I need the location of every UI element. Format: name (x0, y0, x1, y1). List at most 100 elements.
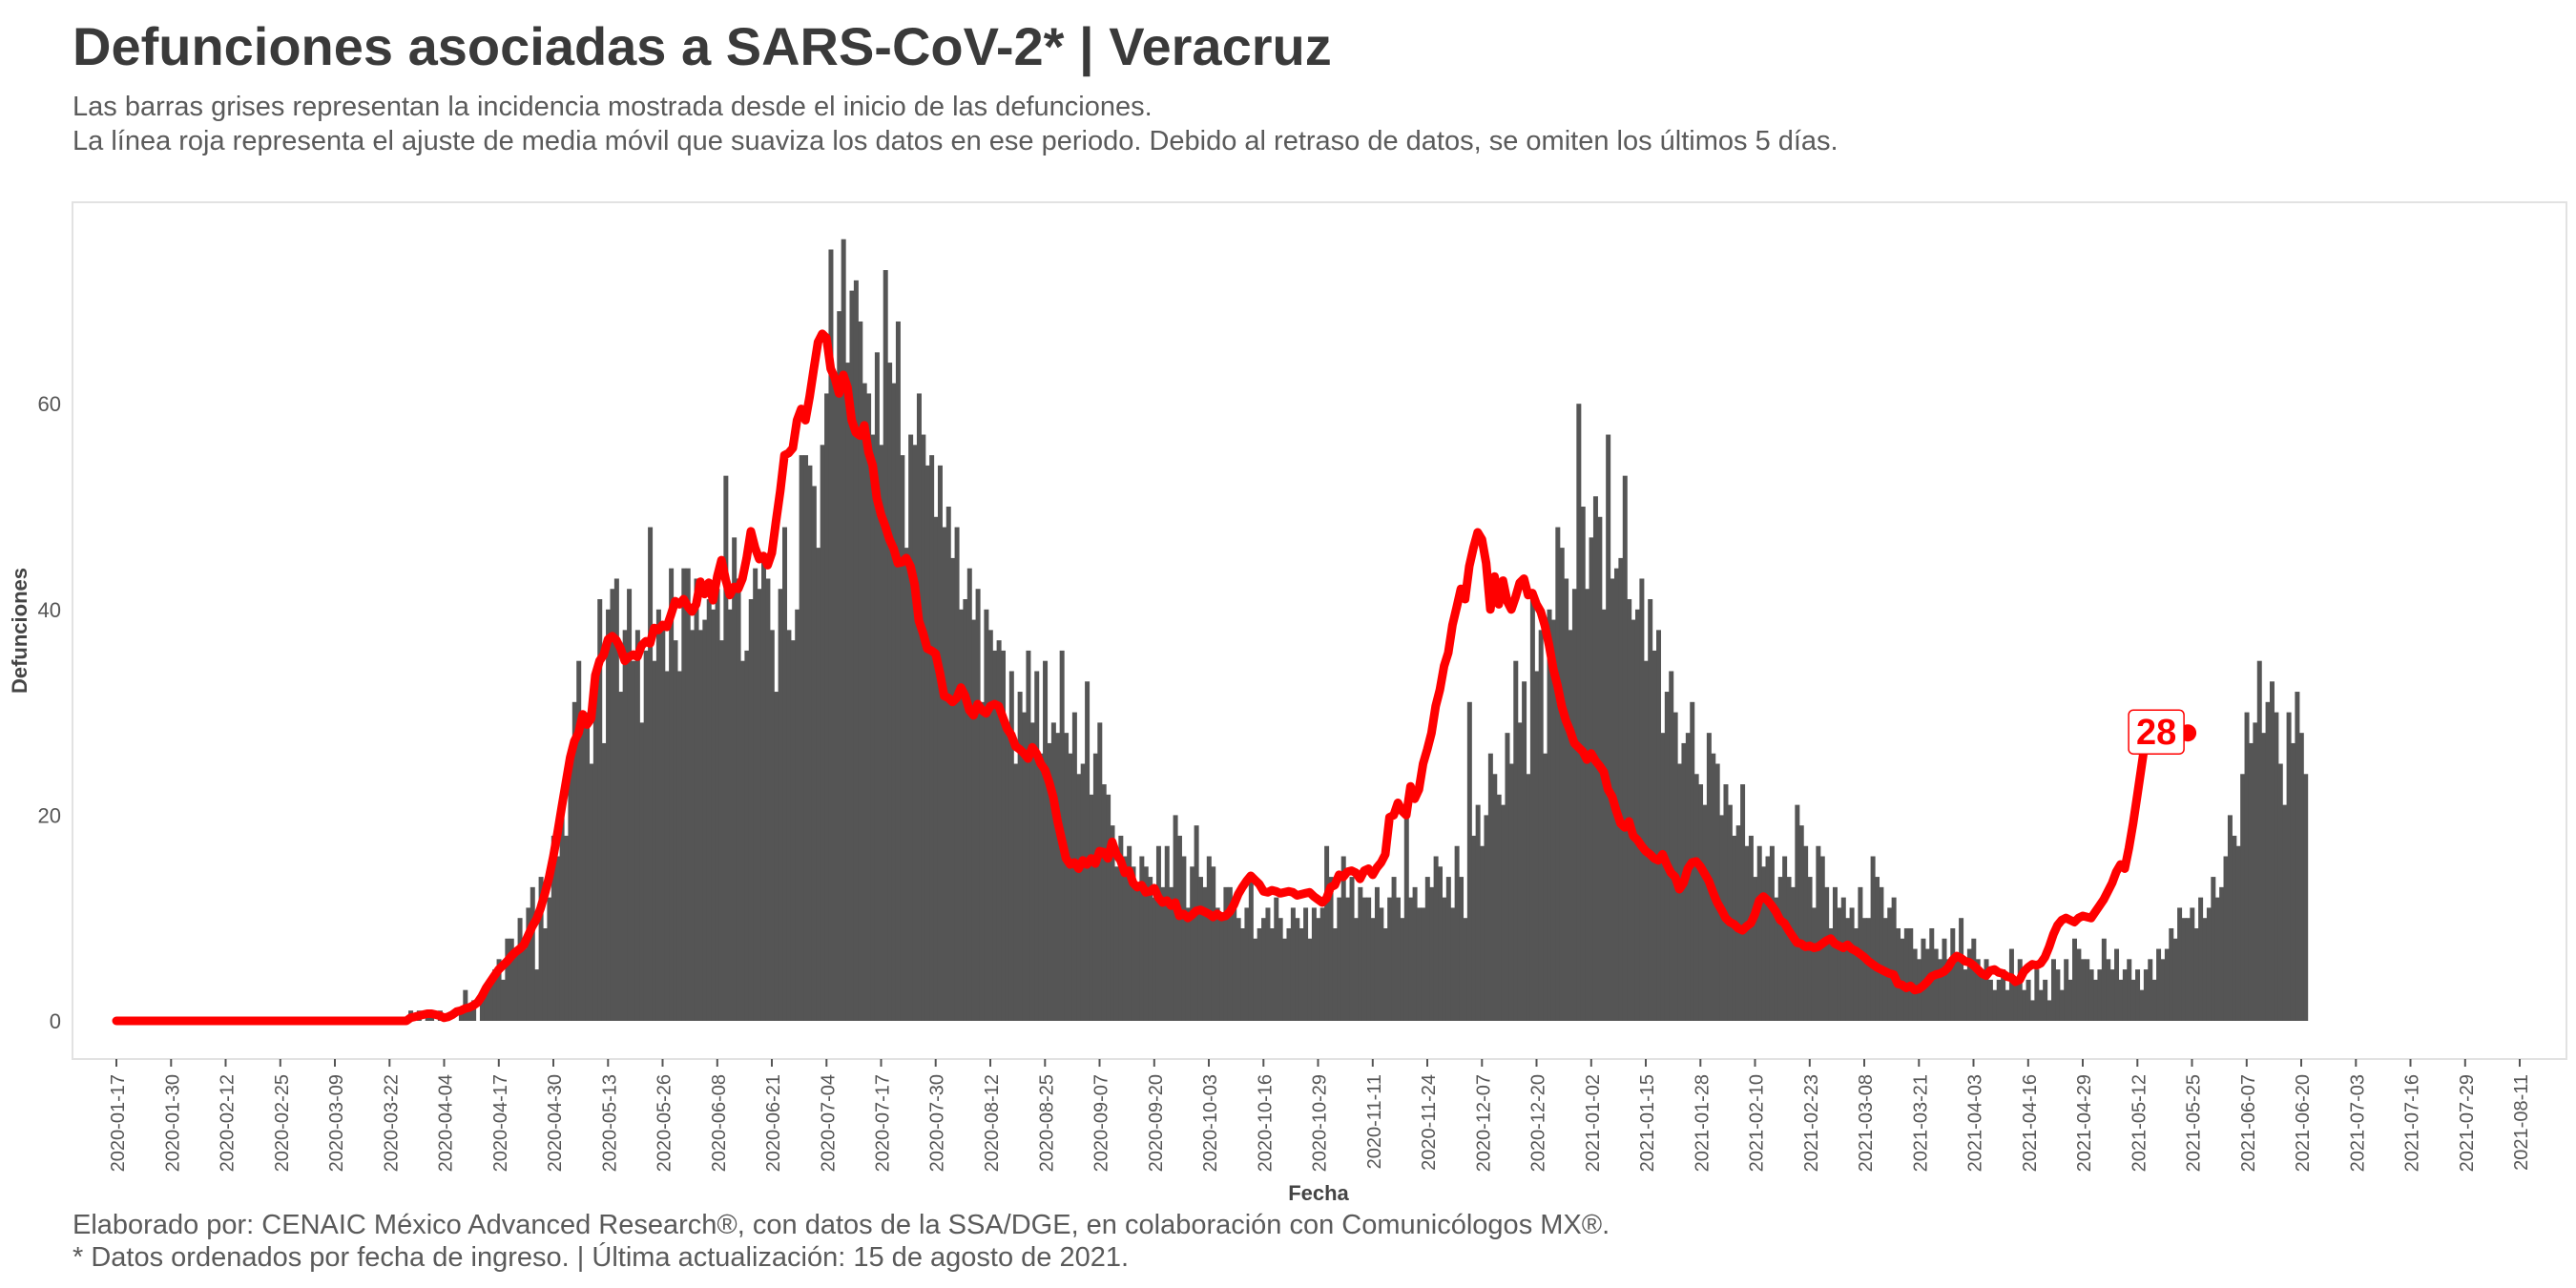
bar (676, 671, 682, 1021)
bar (1963, 969, 1968, 1021)
bar (1938, 959, 1943, 1021)
bar (513, 948, 519, 1021)
bar (765, 578, 771, 1021)
bar (1845, 918, 1851, 1021)
bar (1353, 918, 1359, 1021)
bar (1089, 794, 1094, 1021)
bar (1811, 907, 1817, 1021)
bar (1861, 918, 1867, 1021)
bar (534, 969, 540, 1021)
bar (841, 239, 846, 1022)
x-tick-label: 2020-05-13 (599, 1074, 620, 1172)
bar (1412, 886, 1418, 1021)
x-tick-label: 2020-10-03 (1200, 1074, 1221, 1172)
bar (799, 455, 804, 1022)
x-tick-label: 2021-03-08 (1856, 1074, 1877, 1172)
bar (601, 742, 607, 1021)
bar (895, 321, 901, 1022)
bar (2118, 979, 2124, 1021)
x-tick-label: 2021-01-02 (1583, 1074, 1604, 1172)
bar (1564, 578, 1569, 1021)
x-tick-label: 2020-12-20 (1528, 1074, 1549, 1172)
bar (471, 1000, 477, 1021)
bar (2193, 927, 2199, 1021)
bar (924, 465, 930, 1021)
bar (1248, 877, 1254, 1021)
bar (1295, 918, 1300, 1021)
last-value-marker: 28 (2128, 709, 2197, 755)
bar (858, 321, 863, 1022)
bar (1631, 619, 1636, 1021)
bar (1244, 907, 1250, 1021)
bar (1433, 856, 1439, 1021)
bar (1164, 845, 1170, 1021)
bar (2106, 959, 2111, 1021)
x-tick-label: 2020-09-20 (1146, 1074, 1167, 1172)
bar (1311, 907, 1317, 1021)
bar (1424, 877, 1430, 1021)
bar (874, 352, 880, 1021)
bar (1980, 969, 1985, 1021)
bar (1786, 877, 1792, 1021)
bar (1257, 927, 1262, 1021)
bar (1761, 866, 1767, 1021)
x-tick-label: 2021-08-11 (2511, 1074, 2532, 1171)
x-axis-label: Fecha (1288, 1181, 1349, 1205)
bar (1571, 589, 1577, 1021)
x-tick-label: 2020-07-04 (818, 1074, 839, 1172)
bar (1475, 804, 1481, 1021)
bar (1849, 907, 1855, 1021)
bar (505, 938, 510, 1021)
bar (2206, 907, 2212, 1021)
bar (1155, 845, 1161, 1021)
chart-subtitle-line-2: La línea roja representa el ajuste de me… (73, 126, 1839, 156)
bar (1744, 845, 1750, 1021)
bar (1349, 877, 1355, 1021)
x-tick-label: 2021-01-28 (1692, 1074, 1713, 1172)
bar (1337, 897, 1342, 1021)
bar (824, 393, 830, 1021)
x-tick-label: 2021-02-23 (1801, 1074, 1822, 1172)
bar (655, 609, 661, 1021)
bar (1487, 753, 1493, 1021)
bar (2109, 969, 2115, 1021)
bar (1798, 825, 1804, 1021)
bar (1085, 681, 1091, 1021)
bar (1589, 537, 1594, 1021)
bar (1522, 681, 1527, 1021)
bar (1840, 897, 1846, 1021)
bar (643, 650, 649, 1021)
bar (849, 290, 855, 1021)
bar (1875, 877, 1880, 1021)
bar (1197, 877, 1203, 1021)
bar (837, 311, 842, 1021)
bar (694, 578, 699, 1021)
bar (811, 486, 817, 1021)
bar (1471, 835, 1477, 1021)
bar (2232, 835, 2237, 1021)
bar (1984, 959, 1989, 1021)
bar (2202, 918, 2208, 1021)
bar (2290, 742, 2296, 1021)
bar (1492, 774, 1498, 1021)
bar (904, 548, 909, 1021)
bar (1408, 897, 1414, 1021)
x-tick-label: 2021-02-10 (1747, 1074, 1768, 1172)
bar (1954, 959, 1960, 1021)
bar (2122, 969, 2128, 1021)
bar (2005, 989, 2010, 1021)
bar (1029, 722, 1035, 1021)
bar (1076, 774, 1082, 1021)
bar (984, 609, 989, 1021)
bar (718, 640, 724, 1021)
bar (2050, 959, 2056, 1021)
bar (1559, 548, 1565, 1021)
bar (1740, 784, 1746, 1021)
bar (2298, 733, 2304, 1021)
bar (1391, 877, 1397, 1021)
bar (1790, 886, 1796, 1021)
x-tick-label: 2021-07-16 (2402, 1074, 2423, 1172)
bar (1215, 907, 1220, 1021)
bar (1227, 886, 1233, 1021)
bar (723, 475, 729, 1021)
